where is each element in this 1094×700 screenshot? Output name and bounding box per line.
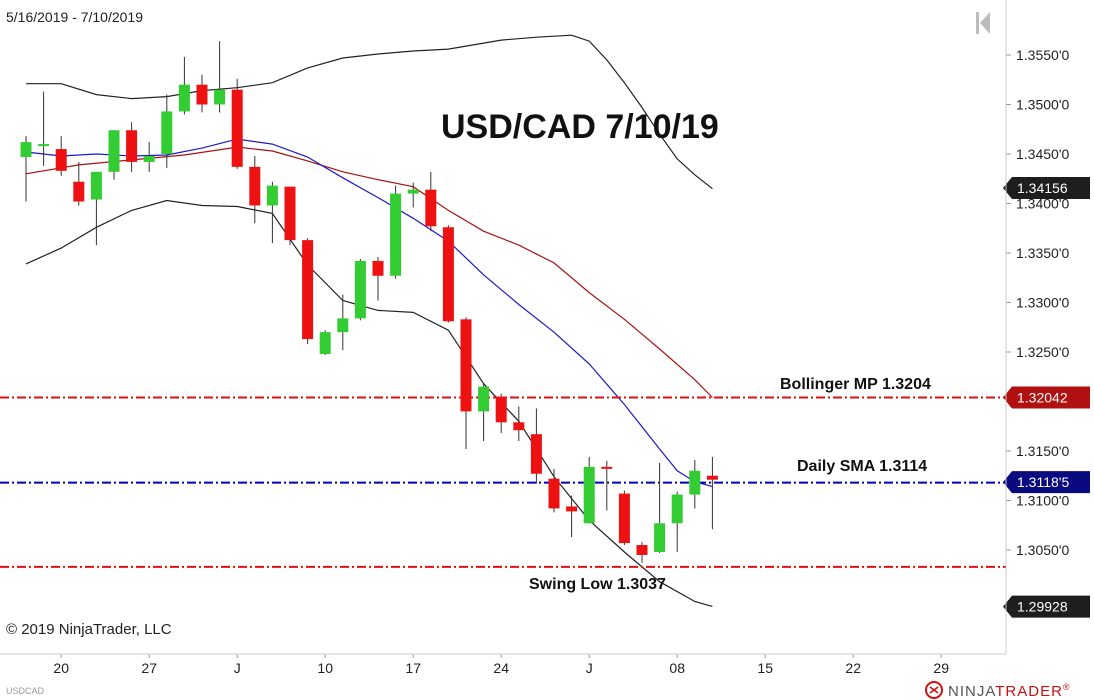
candle-body-9 [178, 84, 190, 112]
candle-body-24 [442, 227, 454, 322]
candle-body-0 [20, 142, 32, 157]
candle-body-18 [337, 318, 349, 333]
bollinger-upper-line [26, 34, 713, 190]
candle-body-11 [214, 89, 226, 105]
level-lines [0, 396, 1006, 568]
candle-body-17 [319, 332, 331, 354]
instrument-small: USDCAD [6, 686, 45, 696]
y-tick-label-5: 1.3300'0 [1016, 295, 1069, 311]
candle-body-39 [706, 475, 718, 480]
price-badge-label-0: 1.34156 [1017, 180, 1068, 196]
price-axis: 1.3550'0 1.3500'0 1.3450'0 1.3400'0 1.3350'0… [1006, 47, 1069, 558]
level-annotation-2: Swing Low 1.3037 [529, 576, 666, 593]
candle-body-27 [495, 396, 507, 423]
candle-body-34 [618, 493, 630, 544]
candle-body-37 [671, 494, 683, 524]
y-tick-label-0: 1.3550'0 [1016, 47, 1069, 63]
scroll-to-start-icon[interactable] [976, 12, 990, 34]
price-badge-1 [1003, 386, 1090, 409]
candle-body-25 [460, 319, 472, 412]
price-badge-3 [1003, 595, 1090, 618]
candle-body-13 [249, 166, 261, 206]
copyright: © 2019 NinjaTrader, LLC [6, 621, 172, 638]
y-tick-label-1: 1.3500'0 [1016, 97, 1069, 113]
time-axis: 20 27 J 10 17 24 J 08 15 22 29 [53, 654, 949, 676]
candle-body-19 [354, 260, 366, 319]
x-tick-label-9: 22 [845, 660, 861, 676]
price-badge-2 [1003, 471, 1090, 494]
price-badge-label-3: 1.29928 [1017, 599, 1068, 615]
y-tick-label-9: 1.3050'0 [1016, 542, 1069, 558]
candle-body-5 [108, 130, 120, 172]
plot-area [0, 0, 1006, 654]
level-annotation-0: Bollinger MP 1.3204 [780, 376, 931, 393]
candle-body-7 [143, 155, 155, 162]
candle-body-28 [513, 422, 525, 431]
candle-body-21 [390, 193, 402, 276]
candle-body-31 [566, 506, 578, 512]
candle-body-14 [266, 185, 278, 206]
price-badges: 1.34156 1.32042 1.3118'5 1.29928 [1003, 177, 1090, 618]
candle-body-38 [689, 470, 701, 495]
candle-body-10 [196, 84, 208, 105]
y-tick-label-8: 1.3100'0 [1016, 493, 1069, 509]
candle-body-29 [530, 434, 542, 474]
candle-body-22 [407, 189, 419, 194]
date-range: 5/16/2019 - 7/10/2019 [6, 9, 143, 25]
x-tick-label-4: 17 [405, 660, 421, 676]
candle-body-36 [654, 523, 666, 552]
brand-name: NINJATRADER® [948, 682, 1071, 700]
x-tick-label-2: J [234, 660, 241, 676]
x-tick-label-0: 20 [53, 660, 69, 676]
ninjatrader-logo-icon [925, 681, 943, 699]
y-tick-label-7: 1.3150'0 [1016, 443, 1069, 459]
x-tick-label-6: J [586, 660, 593, 676]
candle-body-30 [548, 478, 560, 509]
price-badge-label-2: 1.3118'5 [1017, 474, 1069, 490]
candle-body-12 [231, 89, 243, 167]
candle-body-6 [126, 130, 138, 162]
candle-body-2 [55, 149, 67, 171]
x-tick-label-7: 08 [669, 660, 685, 676]
candle-body-35 [636, 545, 648, 555]
y-tick-label-2: 1.3450'0 [1016, 146, 1069, 162]
price-badge-0 [1003, 177, 1090, 200]
level-annotations: Bollinger MP 1.3204 Daily SMA 1.3114 Swing… [529, 376, 931, 593]
candle-body-26 [478, 386, 490, 412]
bollinger-lower-line [25, 199, 713, 607]
x-tick-label-10: 29 [933, 660, 949, 676]
candle-body-23 [425, 189, 437, 227]
candle-body-32 [583, 466, 595, 524]
candle-body-1 [38, 144, 50, 147]
candle-body-20 [372, 260, 384, 276]
chart-title: USD/CAD 7/10/19 [441, 108, 719, 146]
candle-body-15 [284, 186, 296, 241]
candle-body-3 [73, 181, 85, 202]
x-tick-label-5: 24 [493, 660, 509, 676]
y-tick-label-6: 1.3250'0 [1016, 344, 1069, 360]
candles [20, 41, 718, 563]
y-tick-label-3: 1.3400'0 [1016, 196, 1069, 212]
candle-body-4 [90, 171, 102, 200]
y-tick-label-4: 1.3350'0 [1016, 245, 1069, 261]
level-annotation-1: Daily SMA 1.3114 [797, 458, 927, 475]
candle-body-16 [302, 240, 314, 340]
price-badge-label-1: 1.32042 [1017, 390, 1068, 406]
x-tick-label-8: 15 [757, 660, 773, 676]
candle-body-33 [601, 466, 613, 469]
x-tick-label-3: 10 [317, 660, 333, 676]
x-tick-label-1: 27 [141, 660, 157, 676]
candle-body-8 [161, 111, 173, 154]
